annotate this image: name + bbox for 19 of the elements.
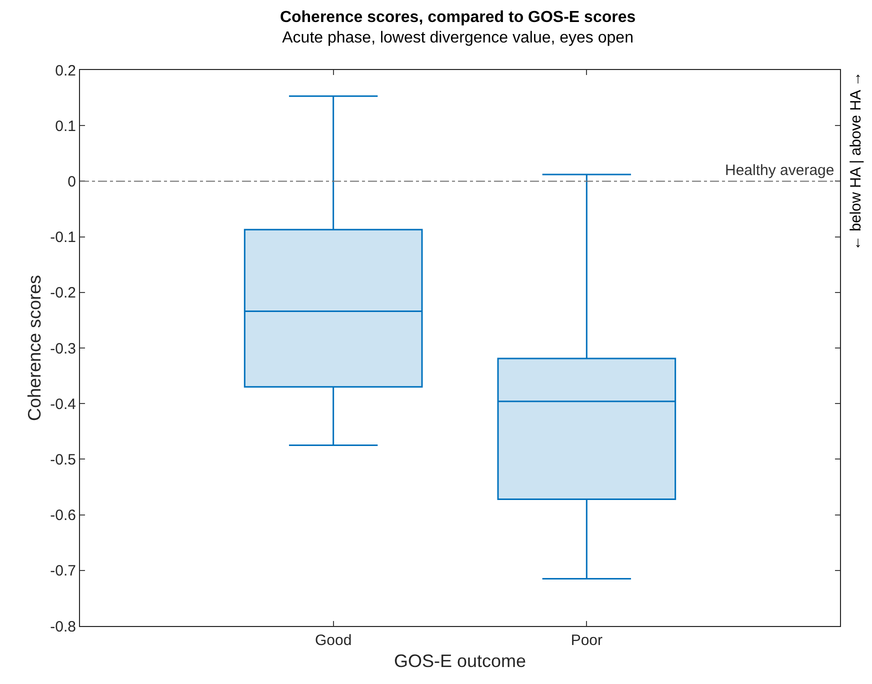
- y2-axis-title: ← below HA | above HA →: [848, 72, 864, 250]
- chart-title: Coherence scores, compared to GOS-E scores: [280, 8, 636, 26]
- y-tick-label: -0.7: [50, 562, 76, 580]
- y-tick-label: -0.4: [50, 396, 76, 413]
- y-tick-label: -0.6: [50, 507, 76, 524]
- y-tick-label: 0.2: [55, 62, 76, 80]
- y-tick-label: 0: [68, 173, 76, 190]
- x-tick-label: Poor: [570, 632, 603, 649]
- y-tick-label: -0.1: [50, 229, 76, 246]
- y-axis-title: Coherence scores: [24, 274, 44, 422]
- y-tick-label: 0.1: [55, 118, 76, 135]
- y-tick-label: -0.8: [50, 618, 76, 636]
- y-tick-label: -0.5: [50, 451, 76, 468]
- x-tick-label: Good: [314, 632, 352, 649]
- ref-line-label: Healthy average: [725, 162, 834, 179]
- y-tick-label: -0.2: [50, 284, 76, 302]
- x-axis-title: GOS-E outcome: [394, 651, 526, 672]
- chart-subtitle: Acute phase, lowest divergence value, eyes open: [282, 30, 634, 47]
- y-tick-label: -0.3: [50, 340, 76, 358]
